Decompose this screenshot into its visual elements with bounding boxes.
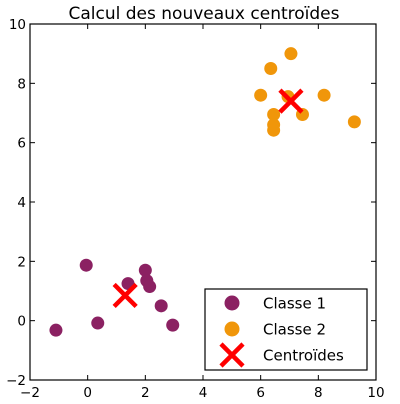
- x-tick-label-3: 4: [199, 385, 208, 401]
- centroid-marker-0: [112, 282, 138, 309]
- point-series-0-8: [166, 318, 180, 332]
- legend-marker-0: [224, 295, 240, 311]
- x-tick-label-5: 8: [314, 385, 323, 401]
- x-tick-label-1: 0: [83, 385, 92, 401]
- point-series-1-4: [267, 123, 281, 137]
- plot-area: [49, 47, 361, 337]
- y-tick-label-4: 6: [17, 136, 26, 152]
- y-tick-label-5: 8: [17, 76, 26, 92]
- point-series-0-1: [79, 258, 93, 272]
- chart-title: Calcul des nouveaux centroïdes: [69, 4, 340, 24]
- legend: Classe 1 Classe 2 Centroïdes: [204, 288, 368, 371]
- axis-ticks: −2 0 2 4 6 8 10 −2 0 2 4 6 8 10: [6, 17, 385, 401]
- point-series-0-4: [138, 263, 152, 277]
- x-tick-label-4: 6: [256, 385, 265, 401]
- y-tick-label-2: 2: [17, 254, 26, 270]
- legend-marker-1: [224, 321, 240, 337]
- y-tick-label-0: −2: [6, 373, 26, 389]
- legend-label-0: Classe 1: [263, 295, 326, 313]
- legend-label-2: Centroïdes: [263, 347, 344, 365]
- x-tick-label-0: −2: [20, 385, 40, 401]
- y-tick-label-3: 4: [17, 195, 26, 211]
- legend-marker-2: [219, 342, 245, 368]
- point-series-0-2: [91, 316, 105, 330]
- y-tick-label-1: 0: [17, 314, 26, 330]
- point-series-1-9: [347, 115, 361, 129]
- x-tick-label-6: 10: [367, 385, 384, 401]
- point-series-1-6: [284, 47, 298, 61]
- point-series-0-7: [154, 299, 168, 313]
- point-series-1-1: [264, 62, 278, 75]
- point-series-1-2: [267, 107, 281, 121]
- point-series-0-6: [143, 280, 157, 294]
- legend-label-1: Classe 2: [263, 321, 326, 339]
- point-series-0-0: [49, 323, 63, 337]
- centroid-marker-1: [278, 88, 304, 114]
- point-series-1-8: [317, 88, 331, 102]
- point-series-1-0: [254, 88, 268, 102]
- x-tick-label-2: 2: [141, 385, 150, 401]
- y-tick-label-6: 10: [9, 17, 26, 33]
